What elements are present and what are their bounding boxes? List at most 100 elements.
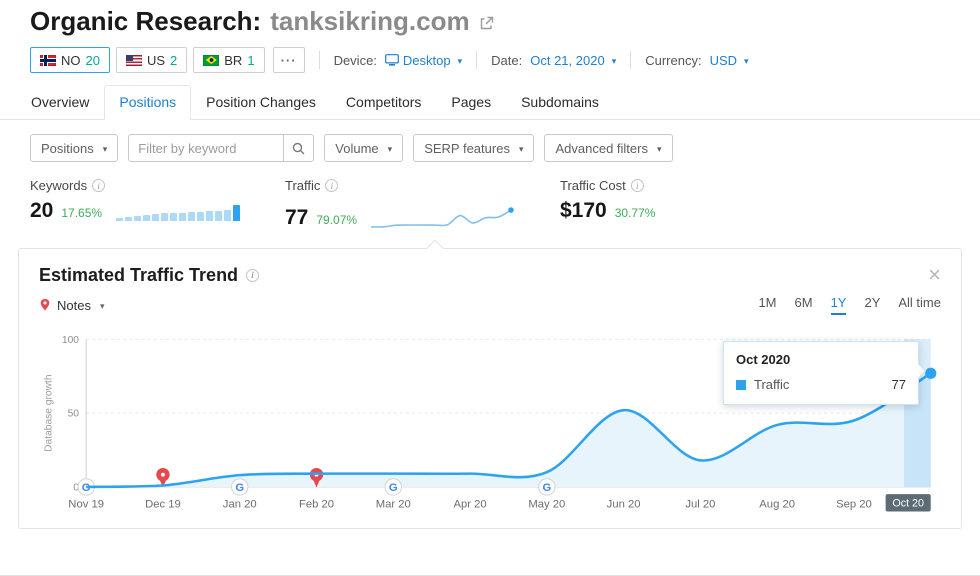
traffic-line	[86, 372, 932, 489]
serp-features-filter-dropdown[interactable]: SERP features	[413, 134, 535, 162]
keywords-metric-label: Keywords	[30, 178, 88, 193]
x-tick-label: Dec 19	[145, 498, 181, 510]
info-icon	[325, 179, 339, 192]
external-link-icon[interactable]	[479, 16, 494, 31]
chevron-down-icon	[654, 141, 662, 156]
chevron-down-icon	[385, 141, 393, 156]
range-all-time[interactable]: All time	[898, 295, 941, 310]
traffic-cost-metric[interactable]: Traffic Cost $170 30.77%	[560, 178, 815, 228]
traffic-cost-change: 30.77%	[614, 206, 656, 220]
estimated-traffic-trend-card: Estimated Traffic Trend Notes 1M 6M 1Y 2Y Al…	[18, 239, 962, 529]
keywords-value: 20	[30, 199, 54, 222]
tab-subdomains[interactable]: Subdomains	[521, 94, 599, 110]
note-pin-icon	[39, 298, 51, 312]
currency-label: Currency:	[645, 52, 702, 68]
range-2y[interactable]: 2Y	[864, 295, 881, 310]
country-tab-us[interactable]: US 2	[115, 47, 188, 73]
filter-bar: Positions Volume SERP features Advanced …	[30, 134, 950, 162]
traffic-metric-label: Traffic	[285, 178, 321, 193]
page-title-domain: tanksikring.com	[270, 6, 470, 36]
device-label: Device:	[333, 52, 377, 68]
y-tick-label: 0	[73, 483, 79, 494]
traffic-cost-value: $170	[560, 199, 607, 222]
report-tabs: Overview Positions Position Changes Competi…	[0, 85, 980, 120]
notes-dropdown[interactable]: Notes	[39, 298, 105, 313]
note-marker-icon[interactable]	[156, 467, 170, 488]
range-1m[interactable]: 1M	[758, 295, 777, 310]
traffic-metric[interactable]: Traffic 77 79.07%	[285, 178, 560, 228]
country-tab-no[interactable]: NO 20	[30, 47, 110, 73]
summary-metrics: Keywords 20 17.65% Traffic 77 79.07% Tra	[30, 178, 950, 228]
x-tick-label: Apr 20	[453, 498, 486, 510]
page-title-prefix: Organic Research:	[30, 6, 262, 36]
chevron-down-icon	[100, 141, 108, 156]
page-title: Organic Research: tanksikring.com	[30, 6, 980, 37]
chevron-down-icon	[609, 53, 617, 68]
traffic-series-swatch	[736, 379, 746, 390]
keywords-metric[interactable]: Keywords 20 17.65%	[30, 178, 285, 228]
traffic-change: 79.07%	[316, 213, 358, 227]
chart-tooltip: Oct 2020 Traffic 77	[723, 341, 927, 405]
close-icon[interactable]	[928, 264, 941, 286]
y-tick-label: 100	[62, 335, 79, 346]
traffic-area	[86, 373, 931, 487]
y-tick-label: 50	[68, 409, 80, 420]
positions-filter-dropdown[interactable]: Positions	[30, 134, 119, 162]
range-1y[interactable]: 1Y	[830, 295, 847, 315]
x-tick-label: Jul 20	[685, 498, 715, 510]
no-flag-icon	[40, 54, 56, 66]
chevron-down-icon	[516, 141, 524, 156]
x-tick-label: Mar 20	[376, 498, 411, 510]
tab-pages[interactable]: Pages	[451, 94, 492, 110]
date-select[interactable]: Oct 21, 2020	[530, 53, 616, 68]
keywords-sparkline	[116, 205, 241, 221]
more-databases-button[interactable]: ···	[272, 47, 305, 73]
info-icon	[630, 179, 644, 192]
x-tick-label: Jan 20	[223, 498, 257, 510]
ellipsis-icon: ···	[280, 52, 297, 68]
tooltip-series-value: 77	[891, 377, 906, 392]
country-database-tabs: NO 20 US 2 BR 1	[30, 47, 265, 73]
tab-position-changes[interactable]: Position Changes	[206, 94, 316, 110]
keywords-change: 17.65%	[61, 206, 103, 220]
sparkline-end-dot	[508, 207, 514, 213]
google-update-icon[interactable]: G	[231, 478, 249, 496]
device-select[interactable]: Desktop	[385, 53, 462, 68]
organic-research-page: Organic Research: tanksikring.com NO 20 US…	[0, 6, 980, 576]
search-icon	[292, 142, 305, 155]
tooltip-date: Oct 2020	[736, 352, 791, 367]
us-flag-icon	[125, 54, 142, 66]
search-button[interactable]	[284, 134, 315, 162]
y-axis-label: Database growth	[43, 374, 54, 452]
monitor-icon	[385, 54, 399, 66]
google-update-icon[interactable]: G	[538, 478, 556, 496]
svg-text:G: G	[542, 482, 551, 494]
advanced-filters-dropdown[interactable]: Advanced filters	[544, 134, 673, 162]
info-icon	[92, 179, 106, 192]
selected-metric-notch	[426, 239, 444, 257]
x-tick-label: Feb 20	[299, 498, 334, 510]
traffic-value: 77	[285, 206, 309, 229]
country-tab-br[interactable]: BR 1	[193, 47, 265, 73]
chevron-down-icon	[741, 53, 749, 68]
tooltip-series-name: Traffic	[754, 377, 790, 392]
tab-overview[interactable]: Overview	[31, 94, 90, 110]
x-tick-label: Oct 20	[892, 497, 924, 509]
divider	[476, 51, 478, 69]
google-update-icon[interactable]: G	[384, 478, 402, 496]
x-tick-label: Jun 20	[607, 498, 641, 510]
tab-positions[interactable]: Positions	[104, 85, 192, 120]
svg-text:G: G	[235, 482, 244, 494]
br-flag-icon	[203, 54, 220, 66]
range-6m[interactable]: 6M	[794, 295, 813, 310]
keyword-filter-input[interactable]	[128, 134, 285, 162]
info-icon	[246, 268, 260, 282]
currency-select[interactable]: USD	[710, 53, 749, 68]
traffic-trend-chart[interactable]: 0 50 100 Database growth Nov 19 Dec 19 Jan 20 F…	[39, 325, 941, 518]
x-label-chip	[885, 494, 931, 512]
tab-competitors[interactable]: Competitors	[345, 94, 422, 110]
volume-filter-dropdown[interactable]: Volume	[324, 134, 404, 162]
x-tick-label: Sep 20	[836, 498, 872, 510]
chevron-down-icon	[97, 298, 105, 313]
